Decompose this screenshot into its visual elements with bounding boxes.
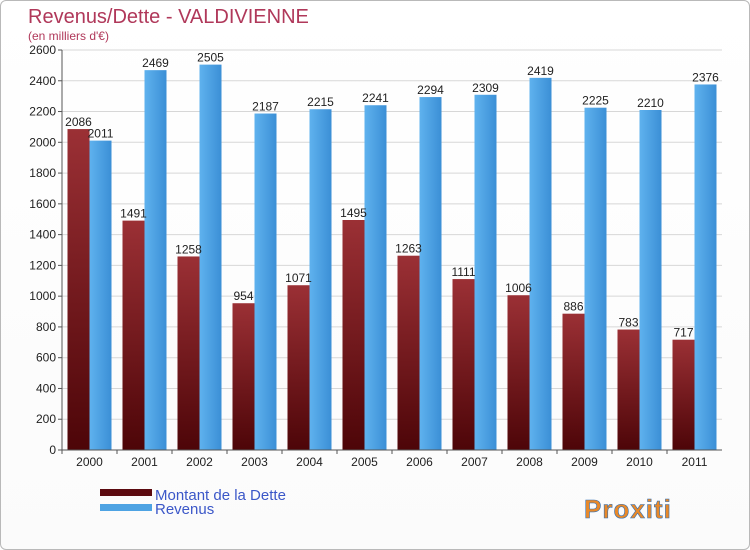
data-label-revenus: 2187 (252, 100, 279, 114)
y-tick-label: 1000 (29, 289, 56, 303)
bar-dette (452, 279, 475, 450)
data-label-dette: 886 (563, 300, 583, 314)
data-label-dette: 1071 (285, 271, 312, 285)
bar-revenus (89, 140, 112, 450)
bar-dette (342, 220, 365, 450)
y-tick-label: 2000 (29, 135, 56, 149)
bar-dette (177, 256, 200, 450)
y-tick-label: 400 (36, 381, 56, 395)
data-label-revenus: 2309 (472, 81, 499, 95)
bar-revenus (529, 77, 552, 450)
data-label-revenus: 2225 (582, 94, 609, 108)
data-label-revenus: 2294 (417, 83, 444, 97)
y-tick-label: 600 (36, 351, 56, 365)
y-tick-label: 2600 (29, 43, 56, 57)
x-tick-label: 2008 (516, 455, 543, 469)
x-tick-label: 2009 (571, 455, 598, 469)
data-label-dette: 1006 (505, 281, 532, 295)
y-tick-label: 2400 (29, 74, 56, 88)
x-tick-label: 2003 (241, 455, 268, 469)
data-label-dette: 717 (673, 326, 693, 340)
y-tick-label: 1400 (29, 228, 56, 242)
proxiti-logo-text: Proxiti (584, 494, 672, 524)
data-label-dette: 954 (233, 289, 253, 303)
x-tick-label: 2010 (626, 455, 653, 469)
data-label-revenus: 2215 (307, 95, 334, 109)
x-tick-label: 2004 (296, 455, 323, 469)
legend-swatch-revenus (100, 504, 152, 511)
bar-dette (287, 285, 310, 450)
data-label-dette: 2086 (65, 115, 92, 129)
data-label-dette: 1111 (451, 265, 475, 279)
data-label-dette: 1491 (120, 207, 147, 221)
legend-label-dette: Montant de la Dette (155, 487, 286, 504)
data-label-revenus: 2241 (362, 91, 389, 105)
bar-revenus (584, 107, 607, 450)
legend-swatch-dette (100, 489, 152, 496)
data-label-revenus: 2210 (637, 96, 664, 110)
data-label-revenus: 2469 (142, 56, 169, 70)
legend-label-revenus: Revenus (155, 501, 214, 518)
y-tick-label: 1200 (29, 258, 56, 272)
data-label-revenus: 2505 (197, 51, 224, 65)
bar-dette (67, 129, 90, 451)
bar-revenus (144, 70, 167, 451)
proxiti-logo: Proxiti (584, 494, 672, 525)
bar-dette (507, 295, 530, 450)
chart-subtitle: (en milliers d'€) (28, 29, 109, 43)
bar-revenus (364, 105, 387, 450)
bar-dette (562, 313, 585, 450)
x-tick-label: 2002 (186, 455, 213, 469)
y-tick-label: 1800 (29, 166, 56, 180)
data-label-revenus: 2376 (692, 70, 719, 84)
bar-revenus (254, 113, 277, 451)
bar-revenus (474, 94, 497, 451)
bar-revenus (199, 64, 222, 450)
y-tick-label: 800 (36, 320, 56, 334)
data-label-revenus: 2419 (527, 64, 554, 78)
bar-dette (617, 329, 640, 450)
data-label-dette: 1495 (340, 206, 367, 220)
bar-dette (397, 255, 420, 450)
chart-title: Revenus/Dette - VALDIVIENNE (28, 6, 309, 28)
x-tick-label: 2000 (76, 455, 103, 469)
data-label-revenus: 2011 (88, 127, 114, 141)
bar-revenus (309, 109, 332, 450)
y-tick-label: 1600 (29, 197, 56, 211)
data-label-dette: 1263 (395, 242, 422, 256)
y-tick-label: 0 (49, 443, 56, 457)
x-tick-label: 2006 (406, 455, 433, 469)
bar-dette (672, 339, 695, 450)
bar-revenus (639, 110, 662, 450)
data-label-dette: 783 (618, 316, 638, 330)
bar-dette (232, 303, 255, 450)
x-tick-label: 2011 (682, 455, 708, 469)
bar-dette (122, 220, 145, 450)
legend: Montant de la Dette Revenus (100, 487, 286, 518)
bar-revenus (419, 97, 442, 451)
x-tick-label: 2001 (131, 455, 158, 469)
data-label-dette: 1258 (175, 242, 202, 256)
y-tick-label: 2200 (29, 105, 56, 119)
y-tick-label: 200 (36, 412, 56, 426)
bar-revenus (694, 84, 717, 450)
x-tick-label: 2007 (461, 455, 488, 469)
x-tick-label: 2005 (351, 455, 378, 469)
